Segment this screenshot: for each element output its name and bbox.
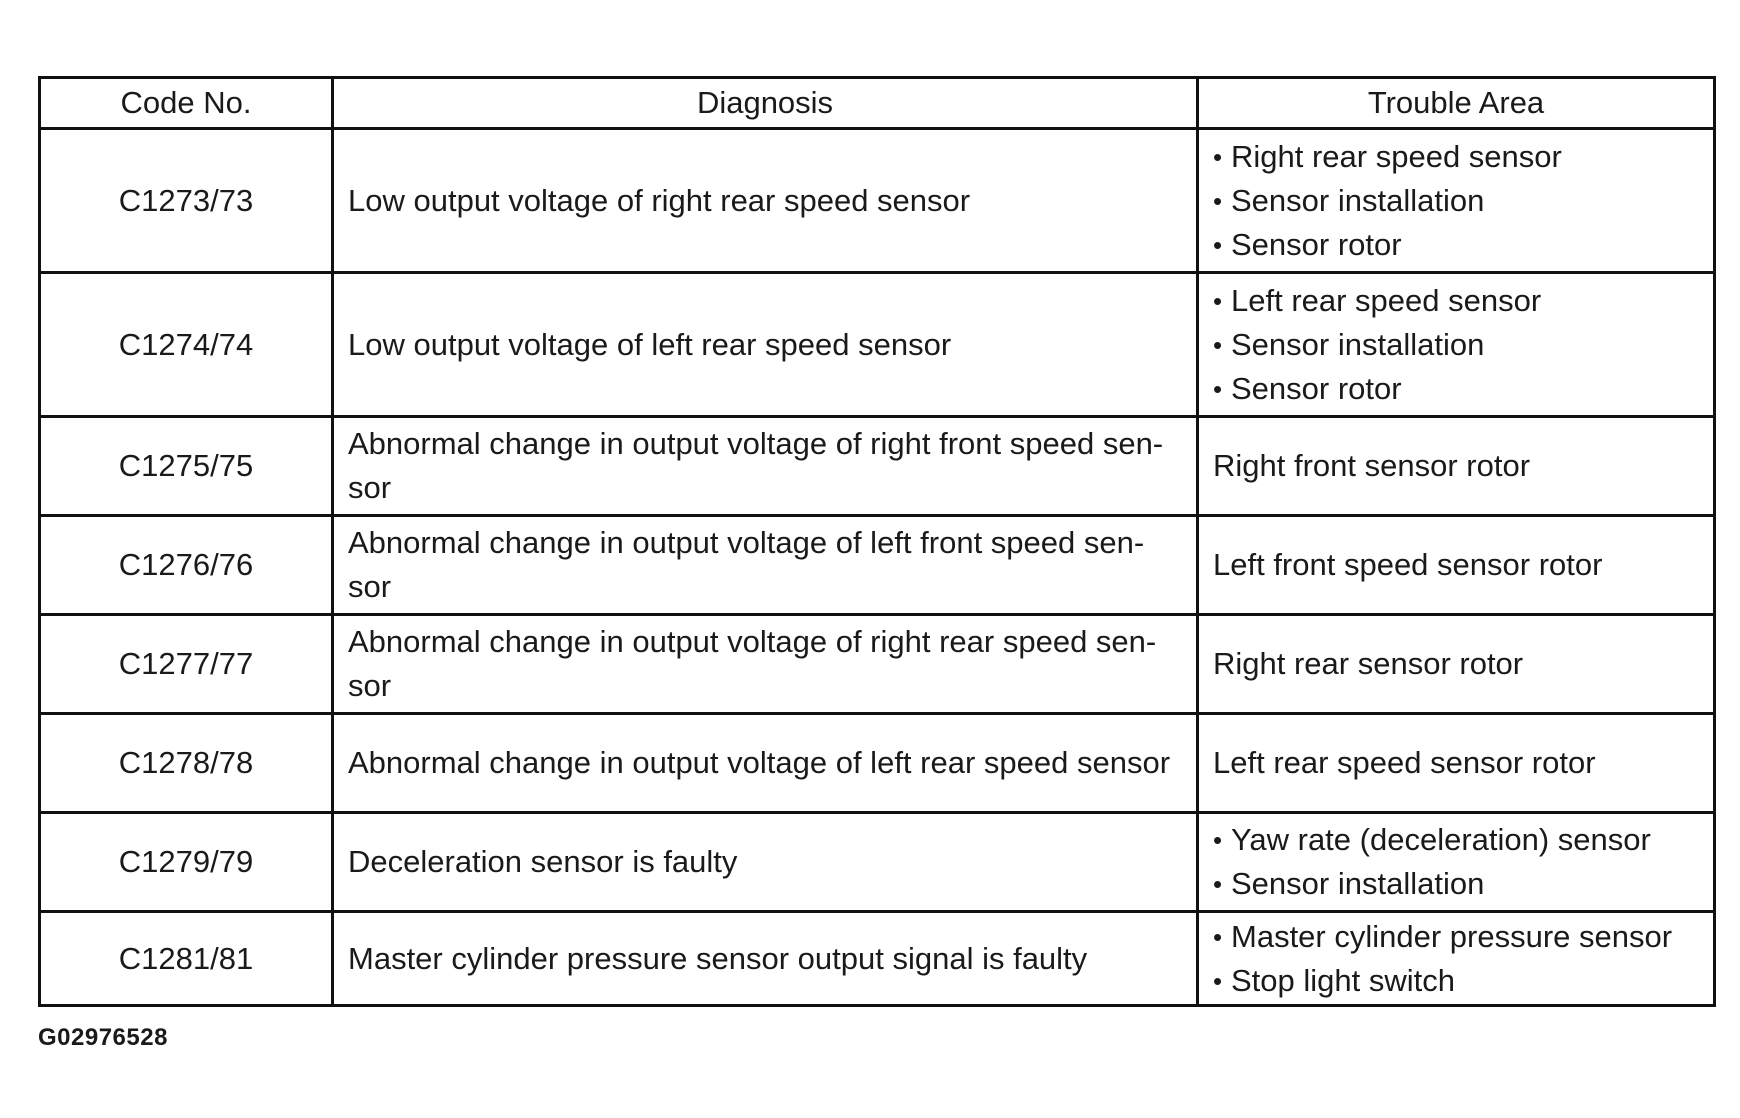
table-row: C1273/73 Low output voltage of right rea… (38, 127, 1716, 274)
trouble-area-item: • Sensor rotor (1213, 367, 1705, 411)
trouble-area-item: • Sensor rotor (1213, 223, 1705, 267)
diagnosis-cell: Deceleration sensor is faulty (331, 811, 1199, 913)
header-trouble-area: Trouble Area (1196, 76, 1716, 130)
code-cell: C1273/73 (38, 127, 334, 274)
trouble-area-item: • Master cylinder pressure sensor (1213, 915, 1705, 959)
table-header-row: Code No. Diagnosis Trouble Area (38, 76, 1716, 130)
trouble-area-item: • Yaw rate (deceleration) sensor (1213, 818, 1705, 862)
trouble-area-text: Left rear speed sensor (1231, 282, 1542, 318)
diagnosis-cell: Abnormal change in output voltage of lef… (331, 712, 1199, 814)
figure-id: G02976528 (38, 1024, 168, 1051)
trouble-area-text: Sensor installation (1231, 326, 1485, 362)
code-cell: C1278/78 (38, 712, 334, 814)
trouble-area-list: • Yaw rate (deceleration) sensor • Sensor … (1213, 818, 1705, 906)
diagnosis-line: sor (348, 569, 392, 604)
trouble-area-item: • Sensor installation (1213, 179, 1705, 223)
diagnosis-cell: Master cylinder pressure sensor output s… (331, 910, 1199, 1007)
diagnosis-line: sor (348, 470, 392, 505)
trouble-area-cell: Left front speed sensor rotor (1196, 514, 1716, 616)
table-row: C1274/74 Low output voltage of left rear… (38, 271, 1716, 418)
table-row: C1279/79 Deceleration sensor is faulty •… (38, 811, 1716, 913)
trouble-area-cell: Right rear sensor rotor (1196, 613, 1716, 715)
bullet-icon: • (1213, 229, 1223, 260)
table-row: C1275/75 Abnormal change in output volta… (38, 415, 1716, 517)
diagnosis-cell: Low output voltage of left rear speed se… (331, 271, 1199, 418)
bullet-icon: • (1213, 285, 1223, 316)
trouble-area-cell: Right front sensor rotor (1196, 415, 1716, 517)
bullet-icon: • (1213, 921, 1223, 952)
bullet-icon: • (1213, 869, 1223, 899)
code-cell: C1279/79 (38, 811, 334, 913)
table-row: C1277/77 Abnormal change in output volta… (38, 613, 1716, 715)
bullet-icon: • (1213, 329, 1223, 360)
trouble-area-list: • Right rear speed sensor • Sensor install… (1213, 135, 1705, 267)
trouble-area-text: Sensor installation (1231, 182, 1485, 218)
diagnosis-line: Abnormal change in output voltage of lef… (348, 525, 1145, 560)
bullet-icon: • (1213, 373, 1223, 404)
trouble-area-item: • Sensor installation (1213, 323, 1705, 367)
trouble-area-list: • Master cylinder pressure sensor • Stop l… (1213, 915, 1705, 1003)
diagnosis-line: Abnormal change in output voltage of rig… (348, 624, 1157, 659)
diagnosis-cell: Abnormal change in output voltage of rig… (331, 415, 1199, 517)
trouble-area-text: Yaw rate (deceleration) sensor (1231, 822, 1651, 857)
header-code-no: Code No. (38, 76, 334, 130)
table-row: C1281/81 Master cylinder pressure sensor… (38, 910, 1716, 1007)
trouble-area-cell: • Master cylinder pressure sensor • Stop l… (1196, 910, 1716, 1007)
trouble-area-text: Sensor rotor (1231, 226, 1402, 262)
code-cell: C1277/77 (38, 613, 334, 715)
trouble-area-item: • Stop light switch (1213, 959, 1705, 1003)
trouble-area-item: • Right rear speed sensor (1213, 135, 1705, 179)
trouble-area-cell: Left rear speed sensor rotor (1196, 712, 1716, 814)
trouble-area-item: • Left rear speed sensor (1213, 279, 1705, 323)
bullet-icon: • (1213, 825, 1223, 855)
diagnosis-cell: Abnormal change in output voltage of rig… (331, 613, 1199, 715)
diagnosis-line: sor (348, 668, 392, 703)
table-row: C1278/78 Abnormal change in output volta… (38, 712, 1716, 814)
diagnosis-line: Abnormal change in output voltage of rig… (348, 426, 1164, 461)
code-cell: C1276/76 (38, 514, 334, 616)
trouble-area-text: Sensor rotor (1231, 370, 1402, 406)
trouble-area-text: Stop light switch (1231, 962, 1455, 998)
table-row: C1276/76 Abnormal change in output volta… (38, 514, 1716, 616)
bullet-icon: • (1213, 141, 1223, 172)
diagnosis-cell: Abnormal change in output voltage of lef… (331, 514, 1199, 616)
bullet-icon: • (1213, 965, 1223, 996)
trouble-area-text: Right rear speed sensor (1231, 138, 1562, 174)
trouble-area-cell: • Right rear speed sensor • Sensor install… (1196, 127, 1716, 274)
code-cell: C1274/74 (38, 271, 334, 418)
trouble-area-text: Master cylinder pressure sensor (1231, 918, 1673, 954)
trouble-area-item: • Sensor installation (1213, 862, 1705, 906)
trouble-area-cell: • Left rear speed sensor • Sensor installa… (1196, 271, 1716, 418)
bullet-icon: • (1213, 185, 1223, 216)
dtc-table: Code No. Diagnosis Trouble Area C1273/73… (38, 76, 1716, 1007)
code-cell: C1281/81 (38, 910, 334, 1007)
header-diagnosis: Diagnosis (331, 76, 1199, 130)
trouble-area-cell: • Yaw rate (deceleration) sensor • Sensor … (1196, 811, 1716, 913)
trouble-area-text: Sensor installation (1231, 866, 1485, 901)
code-cell: C1275/75 (38, 415, 334, 517)
trouble-area-list: • Left rear speed sensor • Sensor installa… (1213, 279, 1705, 411)
diagnosis-cell: Low output voltage of right rear speed s… (331, 127, 1199, 274)
